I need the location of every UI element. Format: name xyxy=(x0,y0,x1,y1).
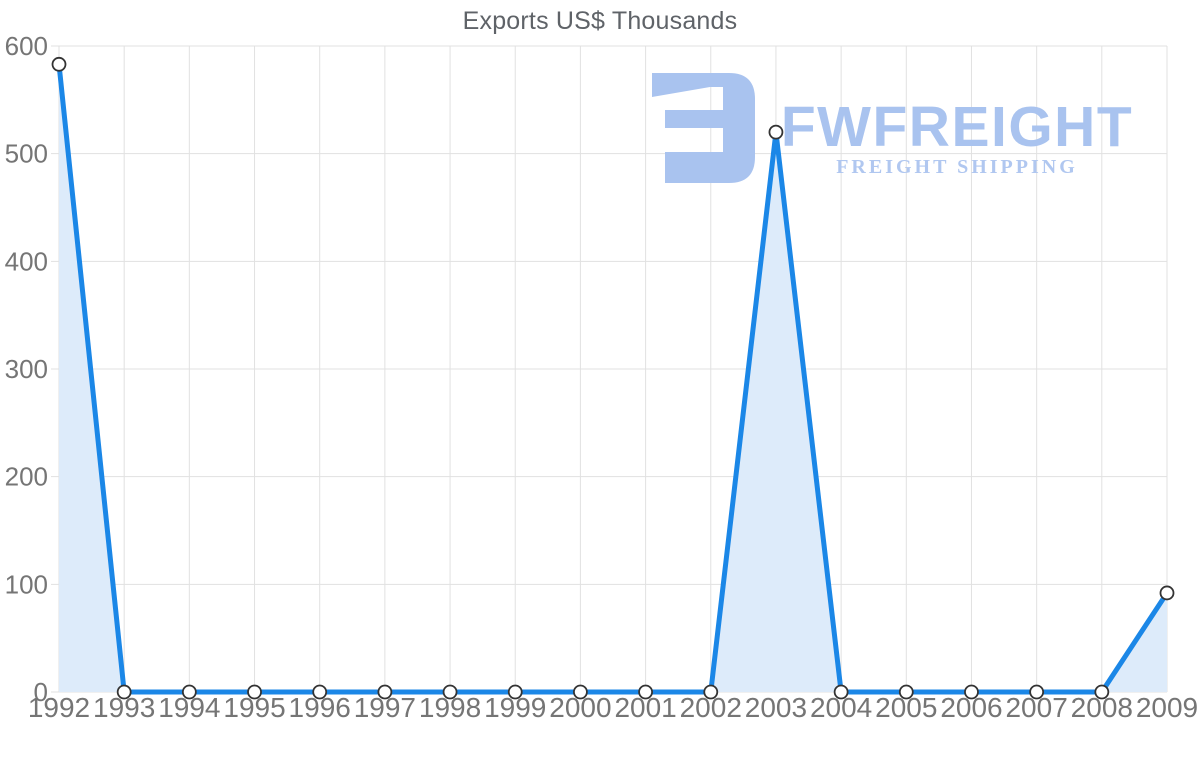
data-point-marker[interactable] xyxy=(181,684,197,700)
y-axis-tick-label: 600 xyxy=(5,31,48,61)
data-point-marker[interactable] xyxy=(573,684,588,700)
x-axis-tick-label: 1992 xyxy=(28,692,90,723)
data-point-marker[interactable] xyxy=(116,684,132,700)
chart-title: Exports US$ Thousands xyxy=(462,7,738,35)
data-point-marker[interactable] xyxy=(1159,585,1175,601)
data-point-marker[interactable] xyxy=(507,684,523,700)
x-axis-tick-label: 2003 xyxy=(745,692,807,723)
data-point-marker[interactable] xyxy=(898,684,914,700)
series-line xyxy=(56,61,1170,695)
y-axis-tick-label: 100 xyxy=(5,569,48,599)
y-axis-tick-label: 200 xyxy=(5,462,48,492)
data-point-marker[interactable] xyxy=(1029,684,1045,700)
data-point-marker[interactable] xyxy=(247,684,262,700)
data-point-marker[interactable] xyxy=(768,124,784,140)
data-point-marker[interactable] xyxy=(1094,684,1110,700)
y-axis-tick-label: 0 xyxy=(34,677,48,707)
data-point-marker[interactable] xyxy=(964,684,979,700)
x-axis-tick-label: 2009 xyxy=(1136,692,1198,723)
data-point-marker[interactable] xyxy=(312,684,328,700)
data-point-marker[interactable] xyxy=(442,684,458,700)
y-axis-tick-label: 400 xyxy=(5,246,48,276)
data-point-marker[interactable] xyxy=(377,684,393,700)
y-axis-tick-label: 500 xyxy=(5,139,48,169)
data-point-marker[interactable] xyxy=(51,56,67,72)
data-point-marker[interactable] xyxy=(638,684,653,700)
series-area-fill xyxy=(59,64,1167,692)
y-axis-tick-label: 300 xyxy=(5,354,48,384)
data-point-marker[interactable] xyxy=(833,684,849,700)
data-point-marker[interactable] xyxy=(703,684,719,700)
